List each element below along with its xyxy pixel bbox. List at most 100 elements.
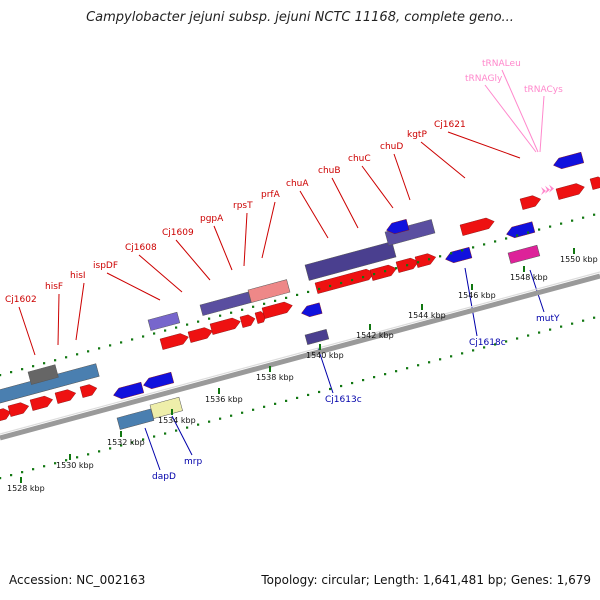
forward-track-dot <box>131 338 134 341</box>
trna-gene-label[interactable]: tRNALeu <box>482 59 521 69</box>
sequence-backbone <box>0 271 600 441</box>
forward-gene-label[interactable]: ispDF <box>93 261 118 271</box>
forward-track-dot <box>329 284 332 288</box>
reverse-gene-label[interactable]: Cj1613c <box>325 395 362 405</box>
forward-cds-2[interactable] <box>29 394 54 411</box>
forward-track-dot <box>109 344 112 347</box>
reverse-track-dot <box>582 319 585 322</box>
forward-gene-label[interactable]: chuB <box>318 166 341 176</box>
forward-track-dot <box>406 264 409 267</box>
axis-tick-label: 1544 kbp <box>408 311 446 320</box>
forward-track-dot <box>307 290 310 294</box>
trna-label-connector <box>539 95 545 153</box>
forward-cds-7[interactable] <box>209 316 242 335</box>
band-dapd <box>116 408 155 430</box>
band-mrp <box>149 396 183 419</box>
reverse-track-dot <box>395 370 398 373</box>
band-his-dark <box>27 364 59 385</box>
forward-cds-0[interactable] <box>0 407 12 422</box>
reverse-track-dot <box>505 340 508 343</box>
forward-gene-label[interactable]: pgpA <box>200 214 224 224</box>
reverse-cds-2[interactable] <box>300 302 323 319</box>
band-cj1613c <box>304 328 330 345</box>
forward-gene-label[interactable]: Cj1608 <box>125 243 157 253</box>
reverse-cds-0[interactable] <box>112 381 145 400</box>
forward-cds-4[interactable] <box>79 383 98 398</box>
forward-track-dot <box>461 249 464 252</box>
forward-track-dot <box>263 302 266 305</box>
trna-glyph[interactable] <box>549 184 554 193</box>
forward-cds-8[interactable] <box>239 313 256 328</box>
forward-track-dot <box>76 353 79 356</box>
forward-gene-label[interactable]: prfA <box>261 190 281 200</box>
band-muty <box>507 244 541 264</box>
forward-cds-14[interactable] <box>414 252 437 268</box>
forward-track-dot <box>241 308 244 311</box>
forward-gene-label[interactable]: chuC <box>348 154 371 164</box>
forward-cds-15[interactable] <box>459 216 496 236</box>
reverse-track-dot <box>538 331 541 334</box>
forward-cds-18[interactable] <box>589 175 600 190</box>
reverse-gene-label[interactable]: mutY <box>536 314 560 324</box>
forward-gene-label[interactable]: rpsT <box>233 201 253 211</box>
forward-cds-3[interactable] <box>54 388 77 404</box>
reverse-cds-6[interactable] <box>552 151 585 170</box>
trna-glyph[interactable] <box>545 185 550 194</box>
forward-track-dot <box>274 299 277 302</box>
reverse-track-dot <box>0 477 2 480</box>
forward-track-dot <box>87 350 90 353</box>
trna-label-connector <box>484 84 537 153</box>
forward-label-connector <box>447 131 521 159</box>
forward-cds-10[interactable] <box>261 300 294 319</box>
reverse-label-connector <box>171 415 193 456</box>
forward-gene-label[interactable]: chuD <box>380 142 403 152</box>
axis-tick-label: 1528 kbp <box>7 484 45 493</box>
reverse-track-dot <box>307 393 310 397</box>
forward-gene-label[interactable]: chuA <box>286 179 309 189</box>
reverse-gene-label[interactable]: Cj1618c <box>469 338 506 348</box>
forward-gene-label[interactable]: kgtP <box>407 130 427 140</box>
trna-gene-label[interactable]: tRNACys <box>524 85 563 95</box>
trna-gene-label[interactable]: tRNAGly <box>465 74 503 84</box>
forward-track-dot <box>516 234 519 237</box>
forward-label-connector <box>243 212 248 267</box>
forward-label-connector <box>106 272 161 301</box>
reverse-track-dot <box>439 358 442 361</box>
forward-gene-label[interactable]: Cj1609 <box>162 228 194 238</box>
reverse-cds-3[interactable] <box>385 219 410 235</box>
reverse-track-dot <box>109 447 112 450</box>
axis-tick-label: 1540 kbp <box>306 351 344 360</box>
forward-track-dot <box>65 356 68 359</box>
forward-label-connector <box>75 282 85 341</box>
trna-glyph[interactable] <box>541 187 546 195</box>
band-chu <box>304 241 397 281</box>
gene-labels: Cj1602 hisF hisI ispDF Cj1608 Cj1609 pgpA rpsT p… <box>5 59 563 482</box>
forward-cds-12[interactable] <box>369 263 398 281</box>
forward-track-dot <box>296 293 299 297</box>
reverse-gene-label[interactable]: dapD <box>152 472 176 482</box>
forward-gene-label[interactable]: Cj1621 <box>434 120 466 130</box>
forward-cds-17[interactable] <box>555 182 586 200</box>
reverse-cds-1[interactable] <box>142 371 175 390</box>
reverse-track-dot <box>230 414 233 417</box>
forward-cds-9[interactable] <box>254 310 268 324</box>
forward-cds-5[interactable] <box>159 332 190 350</box>
backbone-line <box>0 273 600 441</box>
reverse-track-dot <box>87 453 90 456</box>
forward-gene-label[interactable]: hisI <box>70 271 86 281</box>
forward-gene-label[interactable]: Cj1602 <box>5 295 37 305</box>
forward-track-dot <box>230 311 233 314</box>
forward-cds-1[interactable] <box>7 401 30 417</box>
feature-bands <box>0 219 541 430</box>
reverse-track-dot <box>384 373 387 376</box>
forward-track-dot <box>54 359 57 362</box>
forward-cds-6[interactable] <box>187 326 214 343</box>
forward-cds-16[interactable] <box>519 194 542 210</box>
reverse-label-connector <box>317 347 334 394</box>
forward-gene-label[interactable]: hisF <box>45 282 63 292</box>
reverse-gene-label[interactable]: mrp <box>184 457 202 467</box>
axis-tick-label: 1550 kbp <box>560 255 598 264</box>
reverse-cds-4[interactable] <box>444 246 473 264</box>
reverse-cds-5[interactable] <box>505 221 536 240</box>
